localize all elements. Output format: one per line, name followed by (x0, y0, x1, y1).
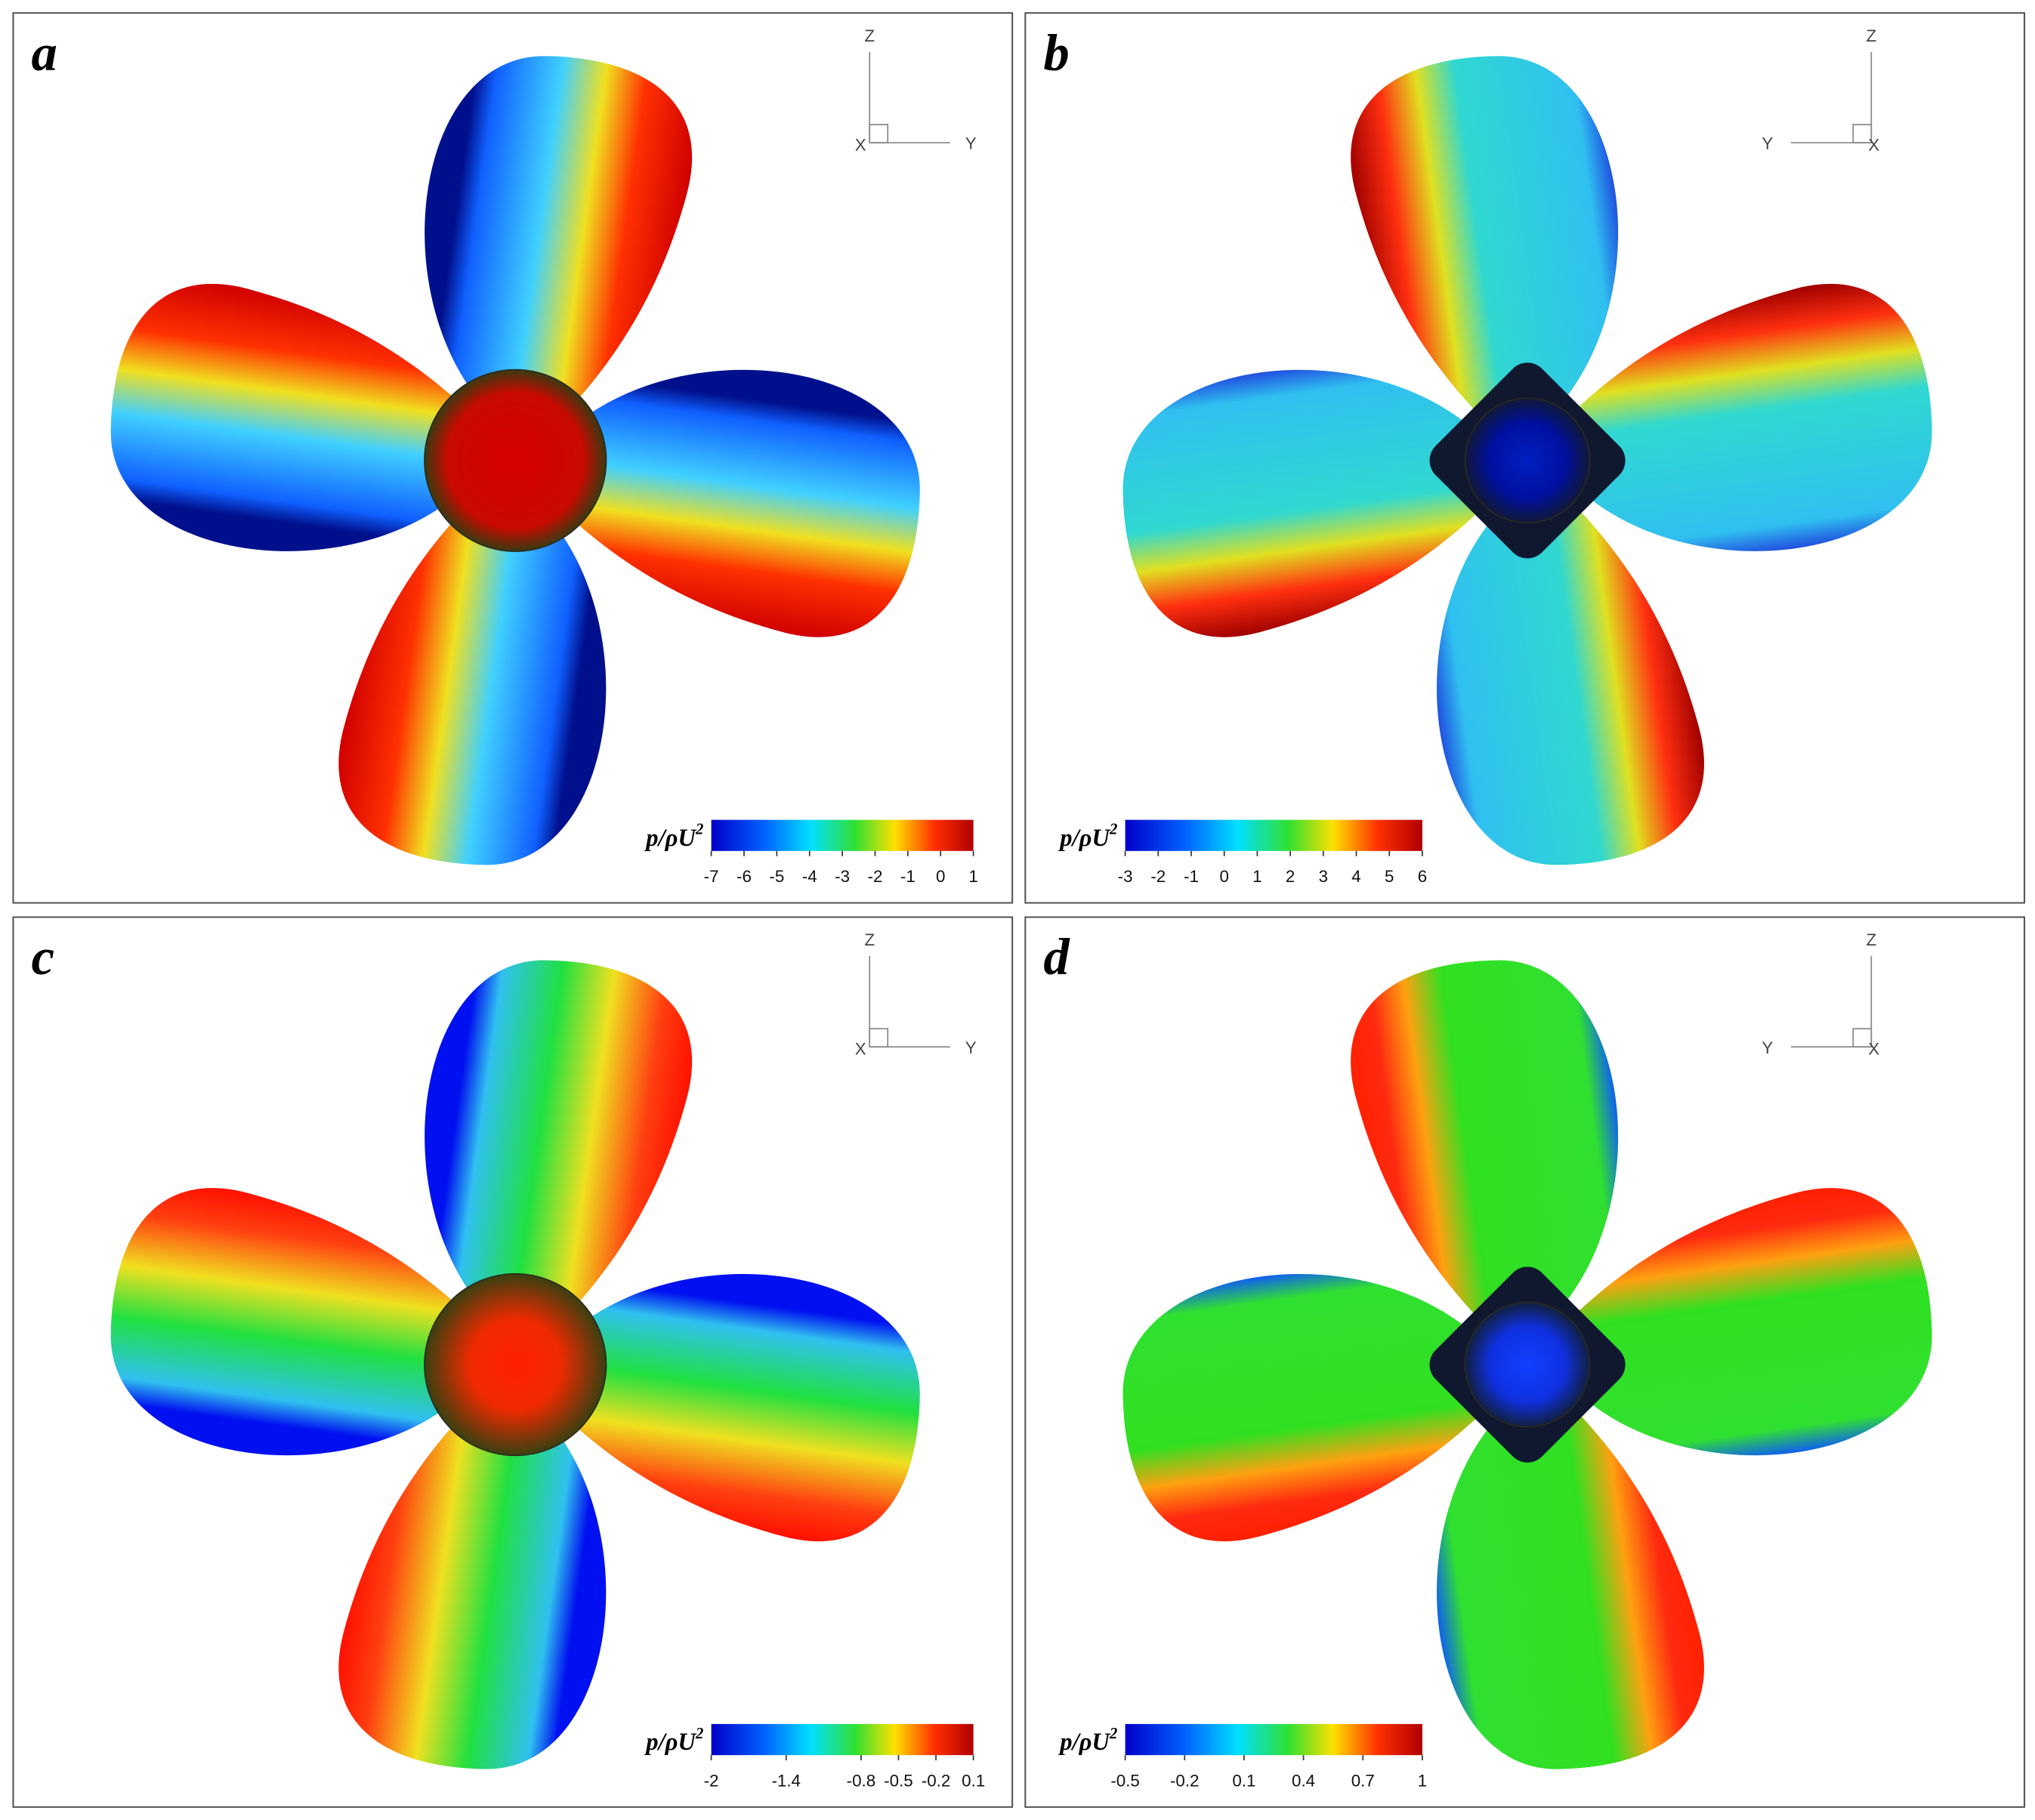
colorbar-tick-label: -1 (900, 867, 916, 886)
axis-label: Y (965, 1038, 977, 1057)
colorbar-tick-label: -7 (704, 867, 719, 886)
hub (1464, 1301, 1591, 1428)
colorbar-tick-label: 1 (968, 867, 977, 886)
colorbar-label-superscript: 2 (1109, 822, 1117, 838)
colorbar-tick-label: -0.8 (847, 1771, 875, 1790)
colorbar-label-superscript: 2 (695, 1726, 703, 1742)
axis-label: X (855, 135, 866, 154)
axis-label: Z (1866, 26, 1876, 45)
hub (424, 369, 607, 552)
panel-label: d (1043, 928, 1070, 986)
colorbar-tick-label: -5 (769, 867, 784, 886)
colorbar-label: p/ρU2 (1058, 1726, 1117, 1756)
colorbar-label: p/ρU2 (644, 1726, 703, 1756)
colorbar (711, 1723, 974, 1756)
axis-label: Y (1762, 134, 1773, 153)
colorbar-tick-label: -2 (704, 1771, 719, 1790)
panel-label: c (32, 928, 55, 986)
blade (110, 1188, 470, 1456)
colorbar-tick-label: -0.5 (884, 1771, 913, 1790)
blade (1437, 506, 1704, 865)
colorbar-tick-label: 6 (1418, 867, 1427, 886)
colorbar-tick-label: -3 (835, 867, 850, 886)
blade (1122, 1274, 1482, 1541)
blade (560, 1274, 920, 1541)
colorbar-label-text: p/ρU (1058, 1729, 1110, 1756)
blade (1351, 960, 1619, 1319)
colorbar-tick-label: 0.7 (1351, 1771, 1375, 1790)
propeller (110, 960, 920, 1769)
colorbar-tick-label: 0.1 (962, 1771, 985, 1790)
axis-label: X (855, 1040, 866, 1059)
colorbar-tick-label: 4 (1351, 867, 1360, 886)
blade (338, 1410, 607, 1769)
colorbar-tick-label: 0 (1219, 867, 1228, 886)
axis-label: X (1868, 135, 1879, 154)
colorbar-tick-label: 0.1 (1232, 1771, 1255, 1790)
axis-square (869, 124, 889, 143)
colorbar-tick-label: -4 (802, 867, 817, 886)
colorbar-tick-label: -1.4 (772, 1771, 801, 1790)
axis-label: Z (864, 26, 875, 45)
blade (1573, 1188, 1932, 1456)
colorbar-tick-label: 1 (1418, 1771, 1427, 1790)
axis-square (869, 1028, 889, 1048)
panel-label: a (32, 24, 57, 82)
blade (1122, 369, 1482, 637)
colorbar-tick-label: 5 (1385, 867, 1394, 886)
colorbar-tick-label: 2 (1286, 867, 1295, 886)
blade (425, 56, 693, 415)
axis-label: Y (1762, 1038, 1773, 1057)
propeller (1122, 960, 1932, 1769)
axis-square (1852, 124, 1873, 143)
colorbar-tick-label: -0.5 (1110, 1771, 1139, 1790)
blade (338, 506, 607, 865)
colorbar (711, 819, 974, 851)
axis-label: Z (1866, 930, 1876, 949)
propeller (1122, 56, 1932, 865)
hub (424, 1272, 607, 1457)
colorbar-tick-label: -2 (1150, 867, 1166, 886)
colorbar-tick-label: 0.4 (1292, 1771, 1315, 1790)
hub (1464, 397, 1591, 524)
blade (1351, 56, 1619, 415)
blade (560, 369, 920, 637)
colorbar-tick-label: -0.2 (922, 1771, 950, 1790)
colorbar-label-superscript: 2 (695, 822, 703, 838)
colorbar-tick-label: 3 (1319, 867, 1328, 886)
blade (110, 283, 470, 551)
blade (1437, 1410, 1704, 1769)
panel-label: b (1043, 24, 1069, 82)
blade (1573, 283, 1932, 551)
colorbar (1125, 1723, 1422, 1756)
propeller (110, 56, 920, 865)
colorbar-label-superscript: 2 (1109, 1726, 1117, 1742)
colorbar-label-text: p/ρU (1058, 825, 1110, 852)
axis-square (1852, 1028, 1873, 1048)
colorbar-label-text: p/ρU (644, 825, 696, 852)
colorbar-label-text: p/ρU (644, 1729, 696, 1756)
colorbar-tick-label: 1 (1252, 867, 1261, 886)
colorbar (1125, 819, 1422, 851)
colorbar-tick-label: -1 (1184, 867, 1199, 886)
colorbar-tick-label: -3 (1118, 867, 1133, 886)
colorbar-tick-label: -6 (736, 867, 752, 886)
axis-label: Z (864, 930, 875, 949)
colorbar-tick-label: 0 (936, 867, 945, 886)
colorbar-label: p/ρU2 (644, 822, 703, 852)
colorbar-tick-label: -2 (868, 867, 883, 886)
colorbar-tick-label: -0.2 (1170, 1771, 1199, 1790)
axis-label: Y (965, 134, 977, 153)
axis-label: X (1868, 1040, 1879, 1059)
colorbar-label: p/ρU2 (1058, 822, 1117, 852)
blade (425, 960, 693, 1319)
